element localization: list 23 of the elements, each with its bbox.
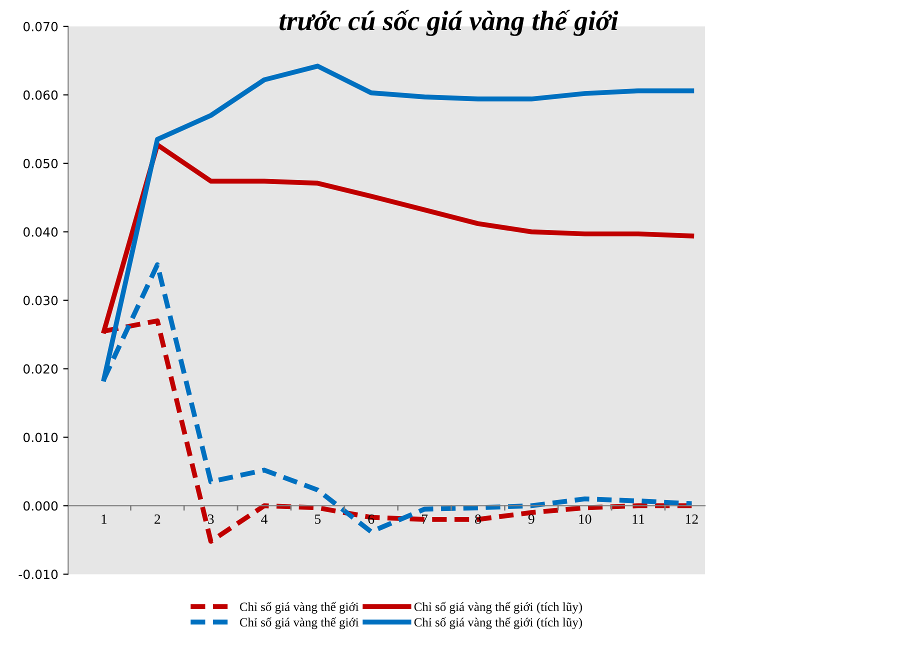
x-tick-label: 10 [579,514,592,524]
y-tick-label: 0.030 [23,296,58,306]
y-tick-label: 0.020 [23,364,58,374]
legend-label: Chỉ số giá vàng thế giới (tích lũy) [414,602,582,614]
y-tick-label: 0.050 [23,158,58,168]
y-tick-label: 0.040 [23,227,58,237]
y-tick-label: 0.010 [23,432,58,442]
y-tick-label: -0.010 [18,570,58,580]
x-tick-label: 3 [208,514,214,524]
y-tick-label: 0.060 [23,90,58,100]
legend-label: Chỉ số giá vàng thế giới (tích lũy) [414,617,582,630]
x-tick-label: 11 [632,514,644,524]
x-tick-label: 4 [261,514,268,524]
chart-title: trước cú sốc giá vàng thế giới [280,10,618,36]
y-tick-label: 0.000 [23,501,58,511]
legend-label: Chỉ số giá vàng thế giới [240,602,359,614]
x-tick-label: 9 [528,514,534,524]
x-tick-label: 12 [686,514,698,524]
x-tick-label: 2 [154,514,160,524]
x-tick-label: 5 [315,514,321,524]
legend-label: Chỉ số giá vàng thế giới [240,617,359,630]
x-tick-label: 1 [102,514,107,524]
y-tick-label: 0.070 [23,22,58,32]
